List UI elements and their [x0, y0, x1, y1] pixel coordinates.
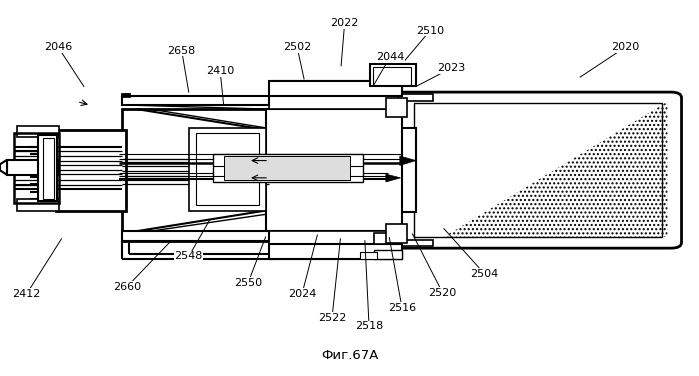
- Bar: [374, 233, 402, 244]
- Bar: [269, 96, 398, 109]
- Bar: [414, 103, 662, 237]
- Bar: [386, 98, 407, 117]
- Polygon shape: [386, 174, 401, 182]
- Text: 2522: 2522: [318, 313, 346, 323]
- Text: 2658: 2658: [168, 46, 196, 56]
- Text: 2504: 2504: [470, 269, 498, 279]
- Bar: [56, 130, 126, 211]
- Bar: [122, 94, 129, 96]
- Text: 2660: 2660: [113, 282, 141, 291]
- FancyBboxPatch shape: [391, 92, 682, 248]
- Bar: [373, 67, 411, 85]
- Text: 2520: 2520: [428, 288, 456, 297]
- Bar: [196, 133, 259, 205]
- Bar: [269, 81, 402, 96]
- Bar: [17, 199, 59, 211]
- Text: 2410: 2410: [206, 67, 234, 76]
- Bar: [224, 156, 350, 180]
- Bar: [189, 128, 266, 211]
- Text: 2518: 2518: [355, 321, 383, 331]
- Polygon shape: [0, 160, 7, 175]
- Bar: [269, 244, 402, 259]
- Bar: [360, 252, 377, 259]
- Bar: [122, 231, 269, 241]
- Text: 2022: 2022: [331, 18, 359, 28]
- Bar: [7, 160, 59, 175]
- Bar: [38, 135, 57, 201]
- Bar: [374, 250, 402, 259]
- Text: 2023: 2023: [437, 64, 465, 73]
- Text: 2020: 2020: [612, 42, 640, 52]
- Bar: [213, 154, 363, 182]
- Bar: [386, 224, 407, 243]
- Bar: [269, 231, 398, 244]
- Text: 2502: 2502: [283, 42, 311, 52]
- Text: 2044: 2044: [376, 52, 404, 62]
- Bar: [122, 109, 269, 231]
- Bar: [370, 64, 416, 86]
- Text: 2024: 2024: [288, 289, 316, 299]
- Text: 2510: 2510: [416, 26, 444, 36]
- Bar: [122, 96, 269, 105]
- Bar: [388, 94, 433, 101]
- Polygon shape: [400, 156, 416, 165]
- Text: 2516: 2516: [388, 303, 416, 312]
- Text: 2550: 2550: [234, 278, 262, 288]
- Text: 2412: 2412: [13, 289, 41, 299]
- Text: 2046: 2046: [44, 42, 72, 52]
- Bar: [388, 240, 433, 246]
- Bar: [388, 128, 416, 212]
- Text: 2548: 2548: [175, 252, 203, 261]
- Bar: [14, 133, 59, 203]
- Bar: [43, 138, 54, 199]
- Text: Фиг.67A: Фиг.67A: [321, 349, 378, 362]
- Bar: [266, 109, 402, 231]
- Bar: [17, 126, 59, 137]
